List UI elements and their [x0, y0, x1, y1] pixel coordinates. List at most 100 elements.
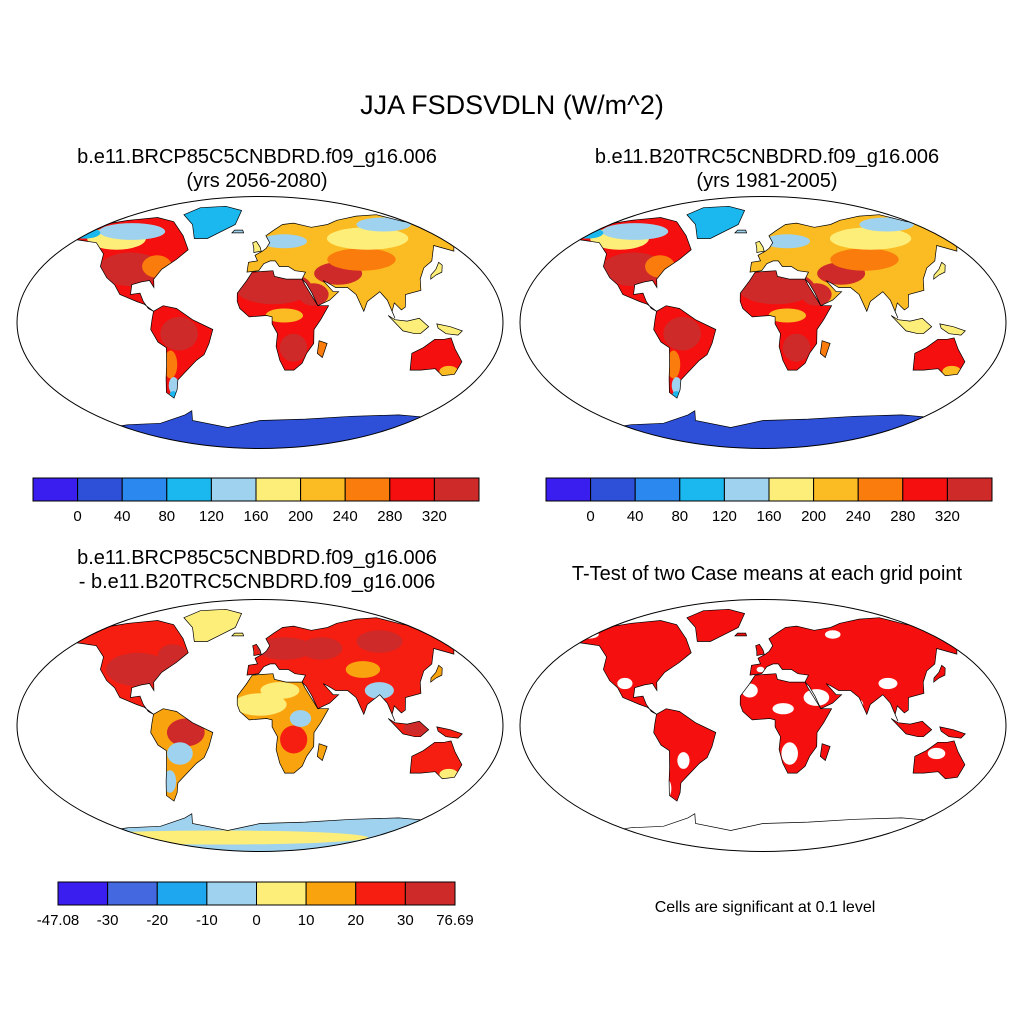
- coastline: [231, 632, 245, 637]
- coastline: [387, 718, 430, 738]
- field-patch: [289, 710, 312, 727]
- map-border: [519, 599, 1007, 852]
- land-newguinea: [939, 726, 966, 739]
- coastline: [236, 270, 330, 371]
- coastline: [436, 726, 463, 739]
- field-patch: [105, 652, 170, 687]
- figure-title: JJA FSDSVDLN (W/m^2): [360, 90, 664, 120]
- land-madagascar: [317, 340, 328, 358]
- land-madagascar: [820, 340, 831, 358]
- map-panel-historical: [519, 196, 1007, 449]
- land-japan: [430, 665, 443, 683]
- land-indonesia: [891, 315, 932, 334]
- colorbar-historical: 0 40 80 120 160 200 240 280 320: [545, 477, 993, 525]
- field-patch: [859, 217, 914, 232]
- land-iceland: [231, 230, 244, 233]
- non-significant-cell: [824, 630, 841, 639]
- colorbar-swatch: [355, 881, 406, 906]
- colorbar-swatch: [634, 477, 681, 502]
- field-patch: [163, 770, 177, 793]
- colorbar-label: 200: [288, 508, 313, 525]
- field-patch: [168, 377, 179, 394]
- colorbar-label: 0: [586, 508, 594, 525]
- land-eurasia: [750, 617, 973, 722]
- coastline: [183, 205, 243, 239]
- colorbar-label: 160: [756, 508, 781, 525]
- map-panel-ttest: [519, 599, 1007, 852]
- field-patch: [70, 830, 368, 845]
- map-border: [519, 196, 1007, 449]
- coastline: [231, 229, 245, 234]
- field-patch: [299, 637, 343, 660]
- colorbar-swatch: [57, 881, 109, 906]
- land-japan: [430, 262, 443, 280]
- coastline: [236, 673, 330, 774]
- panel-title-top-left: b.e11.BRCP85C5CNBDRD.f09_g16.006 (yrs 20…: [0, 145, 514, 193]
- panel-title-top-right: b.e11.B20TRC5CNBDRD.f09_g16.006 (yrs 198…: [510, 145, 1024, 193]
- colorbar-swatch: [813, 477, 859, 502]
- colorbar-swatch: [77, 477, 123, 502]
- coastline: [653, 305, 717, 399]
- colorbar-label: 40: [627, 508, 644, 525]
- coastline: [567, 217, 692, 312]
- field-patch: [160, 316, 198, 351]
- field-patch: [364, 682, 394, 699]
- colorbar-label: 120: [712, 508, 737, 525]
- coastline: [252, 240, 262, 253]
- colorbar-label: 240: [846, 508, 871, 525]
- field-patch: [255, 637, 313, 660]
- colorbar-label: -30: [97, 912, 119, 929]
- land-greenland: [686, 206, 745, 239]
- coastline: [409, 337, 463, 377]
- map-border: [16, 196, 504, 449]
- coastline: [64, 620, 189, 715]
- colorbar-swatch: [389, 477, 435, 502]
- colorbar-label: 320: [422, 508, 447, 525]
- field-patch: [163, 350, 178, 379]
- land-uk: [755, 644, 765, 656]
- land-indonesia: [891, 718, 932, 737]
- non-significant-cell: [803, 689, 830, 706]
- non-significant-cell: [878, 677, 898, 690]
- coastline: [819, 340, 831, 359]
- significance-note: Cells are significant at 0.1 level: [654, 899, 876, 916]
- field-patch: [327, 248, 396, 271]
- land-uk: [252, 241, 262, 253]
- colorbar-swatch: [768, 477, 815, 502]
- colorbar-label: 0: [252, 912, 260, 929]
- panel-title-line2: (yrs 2056-2080): [186, 170, 328, 192]
- field-patch: [916, 346, 960, 369]
- field-patch: [663, 316, 701, 351]
- land-greenland: [686, 609, 745, 642]
- non-significant-cell: [781, 742, 798, 765]
- colorbar-swatch: [946, 477, 993, 502]
- map-panel-difference: [16, 599, 504, 852]
- colorbar-label: 40: [114, 508, 131, 525]
- coastline: [939, 726, 966, 739]
- colorbar-label: 10: [298, 912, 315, 929]
- map-panel-future: [16, 196, 504, 449]
- non-significant-cell: [756, 666, 765, 673]
- panel-title-line1: b.e11.BRCP85C5CNBDRD.f09_g16.006: [77, 146, 437, 168]
- land-namerica: [567, 620, 692, 715]
- coastline: [686, 608, 746, 642]
- land-iceland: [231, 633, 244, 636]
- land-madagascar: [317, 743, 328, 761]
- field-patch: [356, 630, 403, 653]
- colorbar-swatch: [433, 477, 480, 502]
- field-patch: [326, 227, 409, 250]
- field-patch: [356, 217, 411, 232]
- field-patch: [829, 227, 912, 250]
- land-newguinea: [436, 726, 463, 739]
- colorbar-label: 80: [158, 508, 175, 525]
- non-significant-cell: [677, 752, 690, 769]
- field-patch: [279, 333, 308, 362]
- colorbar-label: 76.69: [436, 912, 474, 929]
- coastline: [933, 261, 946, 280]
- colorbar-label: 120: [199, 508, 224, 525]
- colorbar-label: -47.08: [37, 912, 80, 929]
- land-australia: [913, 740, 965, 779]
- colorbar-label: 20: [347, 912, 364, 929]
- panel-title-bottom-right: T-Test of two Case means at each grid po…: [571, 563, 963, 585]
- field-patch: [768, 308, 807, 323]
